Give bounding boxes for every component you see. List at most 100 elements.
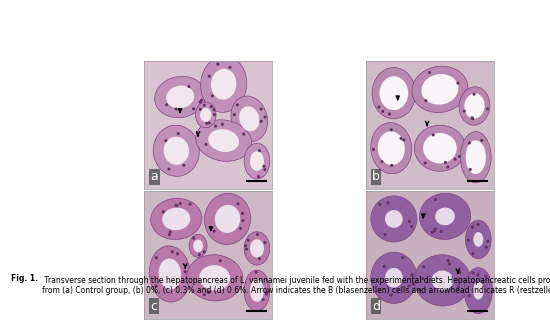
Circle shape <box>410 225 413 228</box>
Circle shape <box>387 201 389 204</box>
Circle shape <box>203 250 206 253</box>
Ellipse shape <box>372 68 416 119</box>
Ellipse shape <box>473 282 484 299</box>
Ellipse shape <box>244 143 270 179</box>
Circle shape <box>456 81 459 85</box>
Circle shape <box>241 212 244 215</box>
Circle shape <box>402 138 405 142</box>
Ellipse shape <box>379 76 408 110</box>
Circle shape <box>165 103 168 106</box>
Circle shape <box>381 160 383 163</box>
Circle shape <box>175 204 178 207</box>
Circle shape <box>471 117 474 120</box>
Circle shape <box>262 165 266 168</box>
Ellipse shape <box>162 208 190 230</box>
Circle shape <box>428 71 431 74</box>
Ellipse shape <box>195 102 216 128</box>
Circle shape <box>390 128 393 131</box>
Ellipse shape <box>193 240 203 252</box>
Ellipse shape <box>155 76 206 118</box>
Circle shape <box>260 120 263 123</box>
Ellipse shape <box>466 140 486 174</box>
Circle shape <box>198 253 201 256</box>
Circle shape <box>208 121 211 124</box>
Circle shape <box>162 210 165 213</box>
Circle shape <box>421 277 424 280</box>
Circle shape <box>169 231 172 233</box>
Circle shape <box>256 233 259 236</box>
Ellipse shape <box>201 56 247 112</box>
Circle shape <box>212 108 216 111</box>
Circle shape <box>377 106 381 109</box>
Ellipse shape <box>211 69 236 100</box>
Ellipse shape <box>151 198 202 240</box>
Circle shape <box>258 257 261 260</box>
Ellipse shape <box>412 66 468 113</box>
Circle shape <box>168 233 171 236</box>
Ellipse shape <box>474 232 483 247</box>
Circle shape <box>233 113 236 116</box>
Circle shape <box>472 93 476 96</box>
Circle shape <box>192 108 195 110</box>
Circle shape <box>424 99 427 102</box>
Circle shape <box>378 203 381 206</box>
Ellipse shape <box>231 96 268 141</box>
Circle shape <box>208 75 211 78</box>
Circle shape <box>411 283 415 286</box>
Circle shape <box>263 241 266 244</box>
Ellipse shape <box>421 74 458 105</box>
Circle shape <box>170 250 174 253</box>
Circle shape <box>419 289 421 292</box>
Circle shape <box>210 105 213 108</box>
Circle shape <box>174 108 178 110</box>
Text: b: b <box>372 170 380 183</box>
Circle shape <box>389 294 393 297</box>
Circle shape <box>244 244 248 247</box>
Ellipse shape <box>158 259 181 289</box>
Text: c: c <box>151 300 158 313</box>
Circle shape <box>188 85 190 88</box>
Text: Fig. 1.: Fig. 1. <box>11 274 38 283</box>
Ellipse shape <box>166 86 194 109</box>
Ellipse shape <box>153 125 199 176</box>
Circle shape <box>216 62 219 66</box>
Ellipse shape <box>459 87 490 125</box>
Circle shape <box>458 155 461 158</box>
Circle shape <box>155 285 158 288</box>
Circle shape <box>207 291 210 294</box>
Ellipse shape <box>464 93 485 118</box>
Circle shape <box>177 132 180 135</box>
Circle shape <box>463 109 466 113</box>
Ellipse shape <box>244 270 270 311</box>
Ellipse shape <box>196 120 252 161</box>
Circle shape <box>189 203 191 206</box>
Circle shape <box>265 291 268 294</box>
Circle shape <box>408 284 410 288</box>
Ellipse shape <box>164 137 189 165</box>
Ellipse shape <box>420 193 471 240</box>
Circle shape <box>205 122 208 125</box>
Ellipse shape <box>435 207 455 225</box>
Ellipse shape <box>250 239 264 258</box>
Circle shape <box>467 239 470 242</box>
Ellipse shape <box>150 246 190 302</box>
Circle shape <box>476 273 480 276</box>
Circle shape <box>469 168 472 171</box>
Ellipse shape <box>385 210 403 228</box>
Circle shape <box>486 240 490 243</box>
Ellipse shape <box>239 106 260 131</box>
Ellipse shape <box>414 125 465 171</box>
Ellipse shape <box>200 108 211 122</box>
Ellipse shape <box>244 232 270 265</box>
Circle shape <box>228 66 232 69</box>
Circle shape <box>199 108 202 111</box>
Circle shape <box>471 226 474 229</box>
Circle shape <box>155 256 158 259</box>
Circle shape <box>444 161 447 164</box>
Circle shape <box>433 230 436 233</box>
Circle shape <box>265 292 268 296</box>
Ellipse shape <box>371 252 417 303</box>
Ellipse shape <box>189 234 207 257</box>
Circle shape <box>410 273 414 276</box>
Circle shape <box>176 252 179 255</box>
